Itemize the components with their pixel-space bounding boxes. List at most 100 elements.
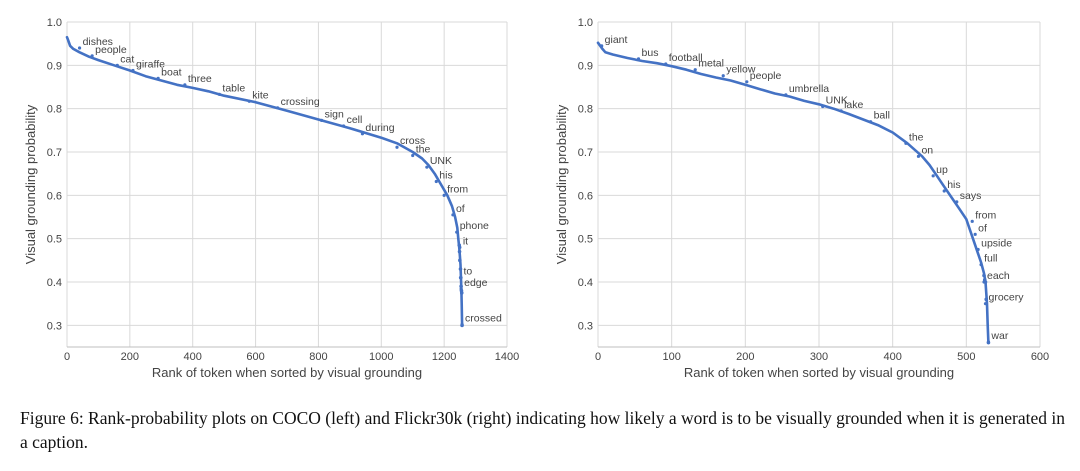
word-annotation: giraffe (136, 59, 165, 71)
word-annotation: says (960, 190, 982, 202)
y-tick-label: 1.0 (578, 17, 593, 29)
x-tick-label: 400 (883, 351, 901, 363)
x-tick-label: 500 (957, 351, 975, 363)
annotated-point (455, 230, 459, 234)
annotated-point (821, 104, 825, 109)
y-tick-label: 0.4 (578, 277, 593, 289)
y-tick-label: 0.7 (578, 147, 593, 159)
chart-left: 0 200 400 600 800 1000 1200 1400 0.3 0.4 0.5 0.6 0.7… (0, 0, 540, 390)
annotated-point (979, 263, 983, 267)
x-axis-label: Rank of token when sorted by visual grou… (152, 365, 422, 380)
x-tick-label: 400 (184, 351, 202, 363)
word-annotation: football (669, 52, 703, 64)
annotated-point (451, 213, 455, 217)
annotated-point (360, 132, 365, 136)
annotated-point (904, 141, 908, 145)
word-annotation: during (365, 122, 394, 134)
word-annotation: giant (605, 34, 628, 46)
annotated-point (411, 153, 415, 158)
word-annotation: phone (460, 220, 489, 232)
word-annotation: kite (252, 89, 268, 101)
annotated-point (395, 145, 399, 149)
annotated-point (458, 276, 463, 280)
annotated-point (217, 92, 222, 96)
annotated-point (664, 62, 668, 66)
word-annotation: people (95, 44, 127, 56)
x-tick-label: 0 (595, 351, 601, 363)
word-annotation: of (456, 203, 465, 215)
x-tick-label: 600 (246, 351, 264, 363)
x-tick-label: 800 (309, 351, 327, 363)
annotated-point (341, 124, 346, 128)
y-tick-label: 0.9 (578, 60, 593, 72)
data-point (982, 273, 986, 278)
annotated-point (458, 245, 462, 249)
word-annotation: of (978, 222, 987, 234)
x-tick-label: 100 (662, 351, 680, 363)
word-annotation: umbrella (789, 83, 829, 95)
annotated-point (247, 99, 251, 103)
x-tick-label: 1200 (432, 351, 456, 363)
word-annotation: bus (642, 47, 659, 59)
data-point (458, 267, 463, 271)
annotated-point (916, 154, 921, 158)
word-annotation: war (990, 330, 1008, 342)
x-tick-label: 200 (736, 351, 754, 363)
data-point (457, 249, 462, 254)
word-annotation: it (463, 235, 468, 247)
annotated-point (693, 68, 697, 72)
annotated-point (460, 322, 464, 327)
annotated-point (459, 287, 463, 291)
word-annotation: the (416, 143, 431, 155)
y-tick-label: 0.9 (47, 60, 62, 72)
y-tick-label: 0.7 (47, 147, 62, 159)
annotated-point (868, 120, 873, 124)
annotated-point (973, 232, 977, 236)
word-annotation: three (188, 73, 212, 85)
word-annotation: each (987, 270, 1010, 282)
word-annotation: from (975, 209, 996, 221)
y-tick-label: 0.8 (47, 104, 62, 116)
word-annotation: edge (464, 277, 488, 289)
y-tick-label: 0.6 (578, 190, 593, 202)
y-axis-label: Visual grounding probability (554, 104, 569, 264)
y-tick-label: 0.3 (47, 320, 62, 332)
annotated-point (156, 76, 160, 80)
word-annotation: cell (347, 114, 363, 126)
data-point (458, 258, 462, 263)
word-annotation: the (909, 131, 924, 143)
word-annotation: UNK (430, 155, 452, 167)
word-annotation: table (222, 82, 245, 94)
y-tick-label: 0.8 (578, 104, 593, 116)
annotated-point (600, 44, 604, 48)
word-annotation: dishes (83, 36, 113, 48)
word-annotation: ball (874, 110, 890, 122)
x-tick-label: 1000 (369, 351, 393, 363)
series-line (596, 41, 990, 345)
annotated-point (982, 280, 986, 284)
annotated-point (970, 219, 974, 223)
annotated-point (442, 193, 446, 197)
word-annotation: his (947, 179, 960, 191)
chart-right-svg: 0 100 200 300 400 500 600 0.3 0.4 0.5 0.6 0.7 0.8 0.9… (554, 17, 1049, 380)
y-axis-label: Visual grounding probability (23, 104, 38, 264)
annotated-point (745, 80, 749, 84)
word-annotation: grocery (988, 292, 1024, 304)
annotated-point (784, 93, 788, 97)
data-point (459, 284, 463, 289)
annotated-point (976, 247, 980, 252)
annotated-point (636, 57, 641, 61)
annotated-point (839, 109, 843, 113)
annotated-point (434, 179, 438, 184)
annotated-point (275, 106, 280, 110)
word-annotation: boat (161, 66, 182, 78)
x-tick-label: 200 (121, 351, 139, 363)
word-annotation: up (936, 164, 948, 176)
annotated-point (955, 200, 959, 204)
y-tick-label: 0.6 (47, 190, 62, 202)
word-annotation: metal (698, 58, 724, 70)
annotated-point (77, 46, 82, 50)
data-point (459, 291, 464, 295)
y-tick-label: 0.5 (47, 234, 62, 246)
word-annotation: people (750, 70, 782, 82)
